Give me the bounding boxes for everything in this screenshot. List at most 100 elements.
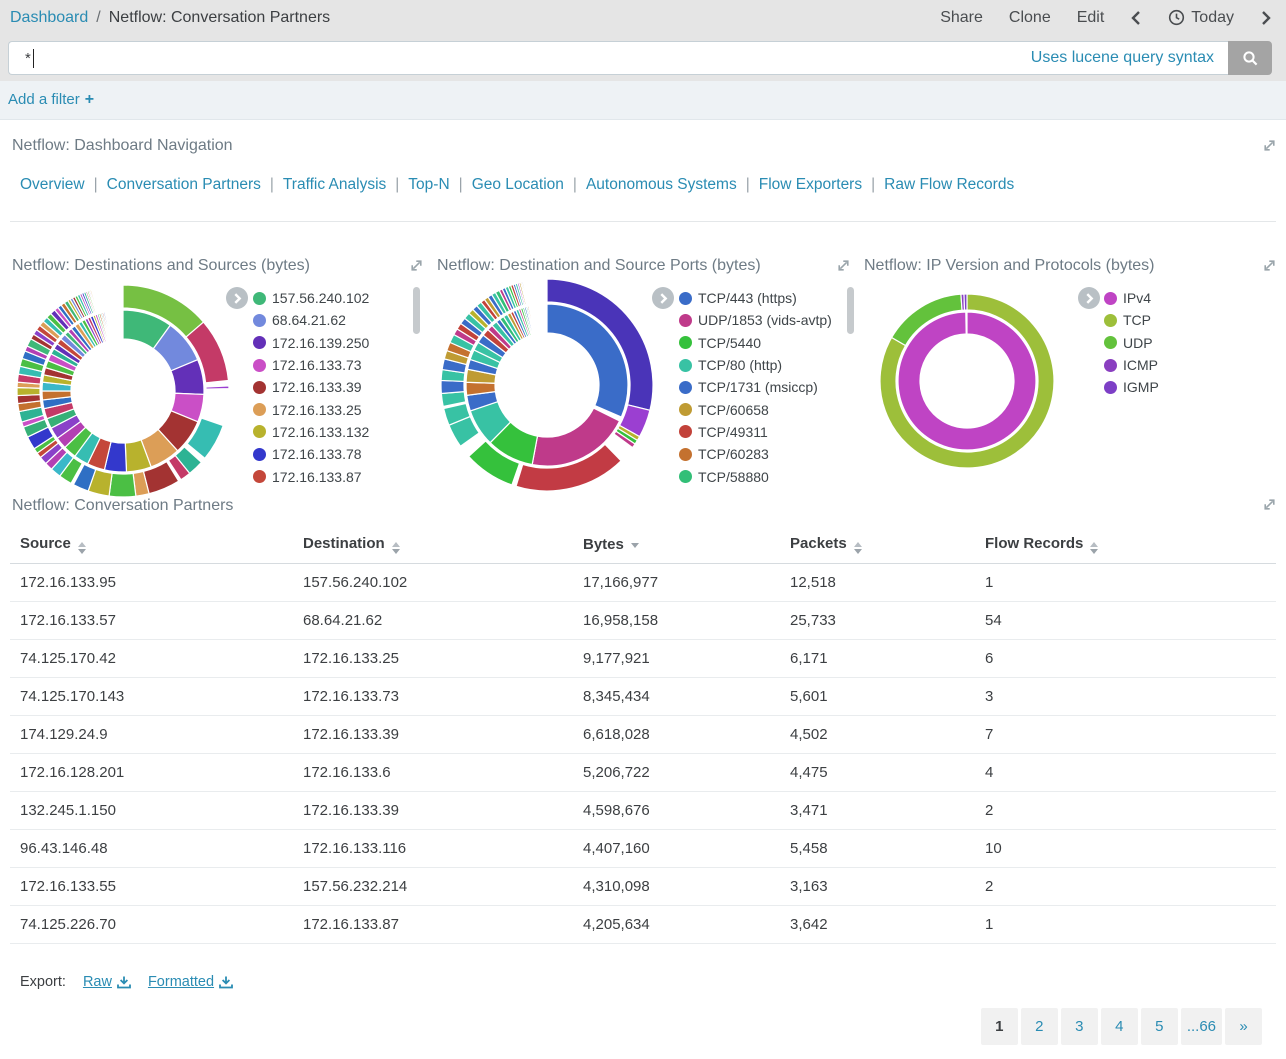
table-cell: 2 [975,792,1276,830]
expand-panel-icon[interactable] [409,258,425,274]
legend-label: IGMP [1123,379,1159,395]
legend-item[interactable]: 157.56.240.102 [253,287,403,309]
legend-item[interactable]: TCP/5440 [679,332,847,354]
legend-item[interactable]: TCP/60283 [679,443,847,465]
legend-item[interactable]: 172.16.133.132 [253,421,403,443]
sunburst-chart-destinations-sources[interactable] [8,276,238,506]
pagination-page-2[interactable]: 2 [1021,1008,1058,1045]
scrollbar-thumb[interactable] [413,287,420,334]
nav-link-raw-flow-records[interactable]: Raw Flow Records [884,176,1014,193]
export-raw-link[interactable]: Raw [83,974,131,990]
clone-button[interactable]: Clone [1009,9,1051,27]
sunburst-segment[interactable] [898,312,1036,450]
pagination-next-button[interactable]: » [1225,1008,1262,1045]
legend-item[interactable]: 172.16.133.39 [253,376,403,398]
add-filter-link[interactable]: Add a filter+ [8,91,94,109]
table-cell: 132.245.1.150 [10,792,293,830]
legend-item[interactable]: 172.16.133.73 [253,354,403,376]
text-cursor [33,49,34,68]
pagination-page-1[interactable]: 1 [981,1008,1018,1045]
table-cell: 25,733 [780,602,975,640]
nav-link-traffic-analysis[interactable]: Traffic Analysis [283,176,386,193]
legend-label: UDP/1853 (vids-avtp) [698,312,832,328]
chart1-title: Netflow: Destinations and Sources (bytes… [12,257,402,275]
pagination-page-5[interactable]: 5 [1141,1008,1178,1045]
sunburst-segment[interactable] [441,380,464,393]
table-row: 172.16.133.95157.56.240.10217,166,97712,… [10,564,1276,602]
nav-link-conversation-partners[interactable]: Conversation Partners [107,176,261,193]
time-picker-button[interactable]: Today [1168,9,1234,27]
time-forward-icon[interactable] [1260,10,1272,26]
toolbar-actions: Share Clone Edit Today [940,9,1272,27]
lucene-syntax-link[interactable]: Uses lucene query syntax [1031,49,1214,67]
export-bar: Export: Raw Formatted [20,974,233,990]
nav-link-flow-exporters[interactable]: Flow Exporters [759,176,862,193]
legend-collapse-button[interactable] [226,287,248,309]
expand-panel-icon[interactable] [1262,258,1278,274]
legend-item[interactable]: TCP/58880 [679,465,847,487]
export-formatted-link[interactable]: Formatted [148,974,233,990]
donut-chart-ip-protocols[interactable] [852,266,1082,496]
table-cell: 4,502 [780,716,975,754]
table-row: 172.16.133.5768.64.21.6216,958,15825,733… [10,602,1276,640]
legend-item[interactable]: TCP/80 (http) [679,354,847,376]
sunburst-segment[interactable] [964,294,967,310]
legend-item[interactable]: 172.16.139.250 [253,332,403,354]
nav-separator: | [395,176,399,193]
column-header-source[interactable]: Source [10,531,293,564]
edit-button[interactable]: Edit [1077,9,1105,27]
legend-item[interactable]: TCP/49311 [679,421,847,443]
legend-item[interactable]: TCP/60658 [679,398,847,420]
column-header-packets[interactable]: Packets [780,531,975,564]
table-cell: 3,642 [780,906,975,944]
pagination-page-ellipsis-66[interactable]: ...66 [1181,1008,1222,1045]
table-row: 172.16.128.201172.16.133.65,206,7224,475… [10,754,1276,792]
legend-item[interactable]: IGMP [1104,376,1254,398]
legend-item[interactable]: UDP [1104,332,1254,354]
legend-item[interactable]: TCP [1104,309,1254,331]
column-header-flow-records[interactable]: Flow Records [975,531,1276,564]
legend-item[interactable]: UDP/1853 (vids-avtp) [679,309,847,331]
share-button[interactable]: Share [940,9,983,27]
legend-collapse-button[interactable] [652,287,674,309]
top-navbar: Dashboard / Netflow: Conversation Partne… [0,0,1286,35]
legend-label: UDP [1123,335,1153,351]
sunburst-chart-ports[interactable] [432,270,662,500]
legend-item[interactable]: ICMP [1104,354,1254,376]
column-header-destination[interactable]: Destination [293,531,573,564]
legend-item[interactable]: 172.16.133.87 [253,465,403,487]
pagination-page-3[interactable]: 3 [1061,1008,1098,1045]
column-header-bytes[interactable]: Bytes [573,531,780,564]
table-cell: 12,518 [780,564,975,602]
nav-link-top-n[interactable]: Top-N [408,176,449,193]
table-cell: 3,163 [780,868,975,906]
table-cell: 3 [975,678,1276,716]
legend-item[interactable]: 68.64.21.62 [253,309,403,331]
sunburst-segment[interactable] [109,473,136,497]
breadcrumb-dashboard-link[interactable]: Dashboard [10,9,88,27]
time-back-icon[interactable] [1130,10,1142,26]
legend-collapse-button[interactable] [1078,287,1100,309]
expand-panel-icon[interactable] [1262,138,1278,154]
legend-color-dot [679,292,692,305]
search-button[interactable] [1228,41,1272,75]
nav-link-autonomous-systems[interactable]: Autonomous Systems [586,176,737,193]
table-cell: 4 [975,754,1276,792]
pagination-page-4[interactable]: 4 [1101,1008,1138,1045]
query-input[interactable]: * Uses lucene query syntax [8,41,1228,75]
table-cell: 10 [975,830,1276,868]
expand-panel-icon[interactable] [1262,497,1278,513]
table-cell: 5,601 [780,678,975,716]
nav-link-overview[interactable]: Overview [20,176,85,193]
legend-color-dot [1104,359,1117,372]
table-cell: 5,458 [780,830,975,868]
legend-item[interactable]: TCP/1731 (msiccp) [679,376,847,398]
legend-item[interactable]: 172.16.133.78 [253,443,403,465]
nav-link-geo-location[interactable]: Geo Location [472,176,564,193]
expand-panel-icon[interactable] [836,258,852,274]
breadcrumb: Dashboard / Netflow: Conversation Partne… [10,9,330,27]
legend-item[interactable]: TCP/443 (https) [679,287,847,309]
legend-item[interactable]: IPv4 [1104,287,1254,309]
legend-item[interactable]: 172.16.133.25 [253,398,403,420]
sunburst-segment[interactable] [206,386,229,389]
